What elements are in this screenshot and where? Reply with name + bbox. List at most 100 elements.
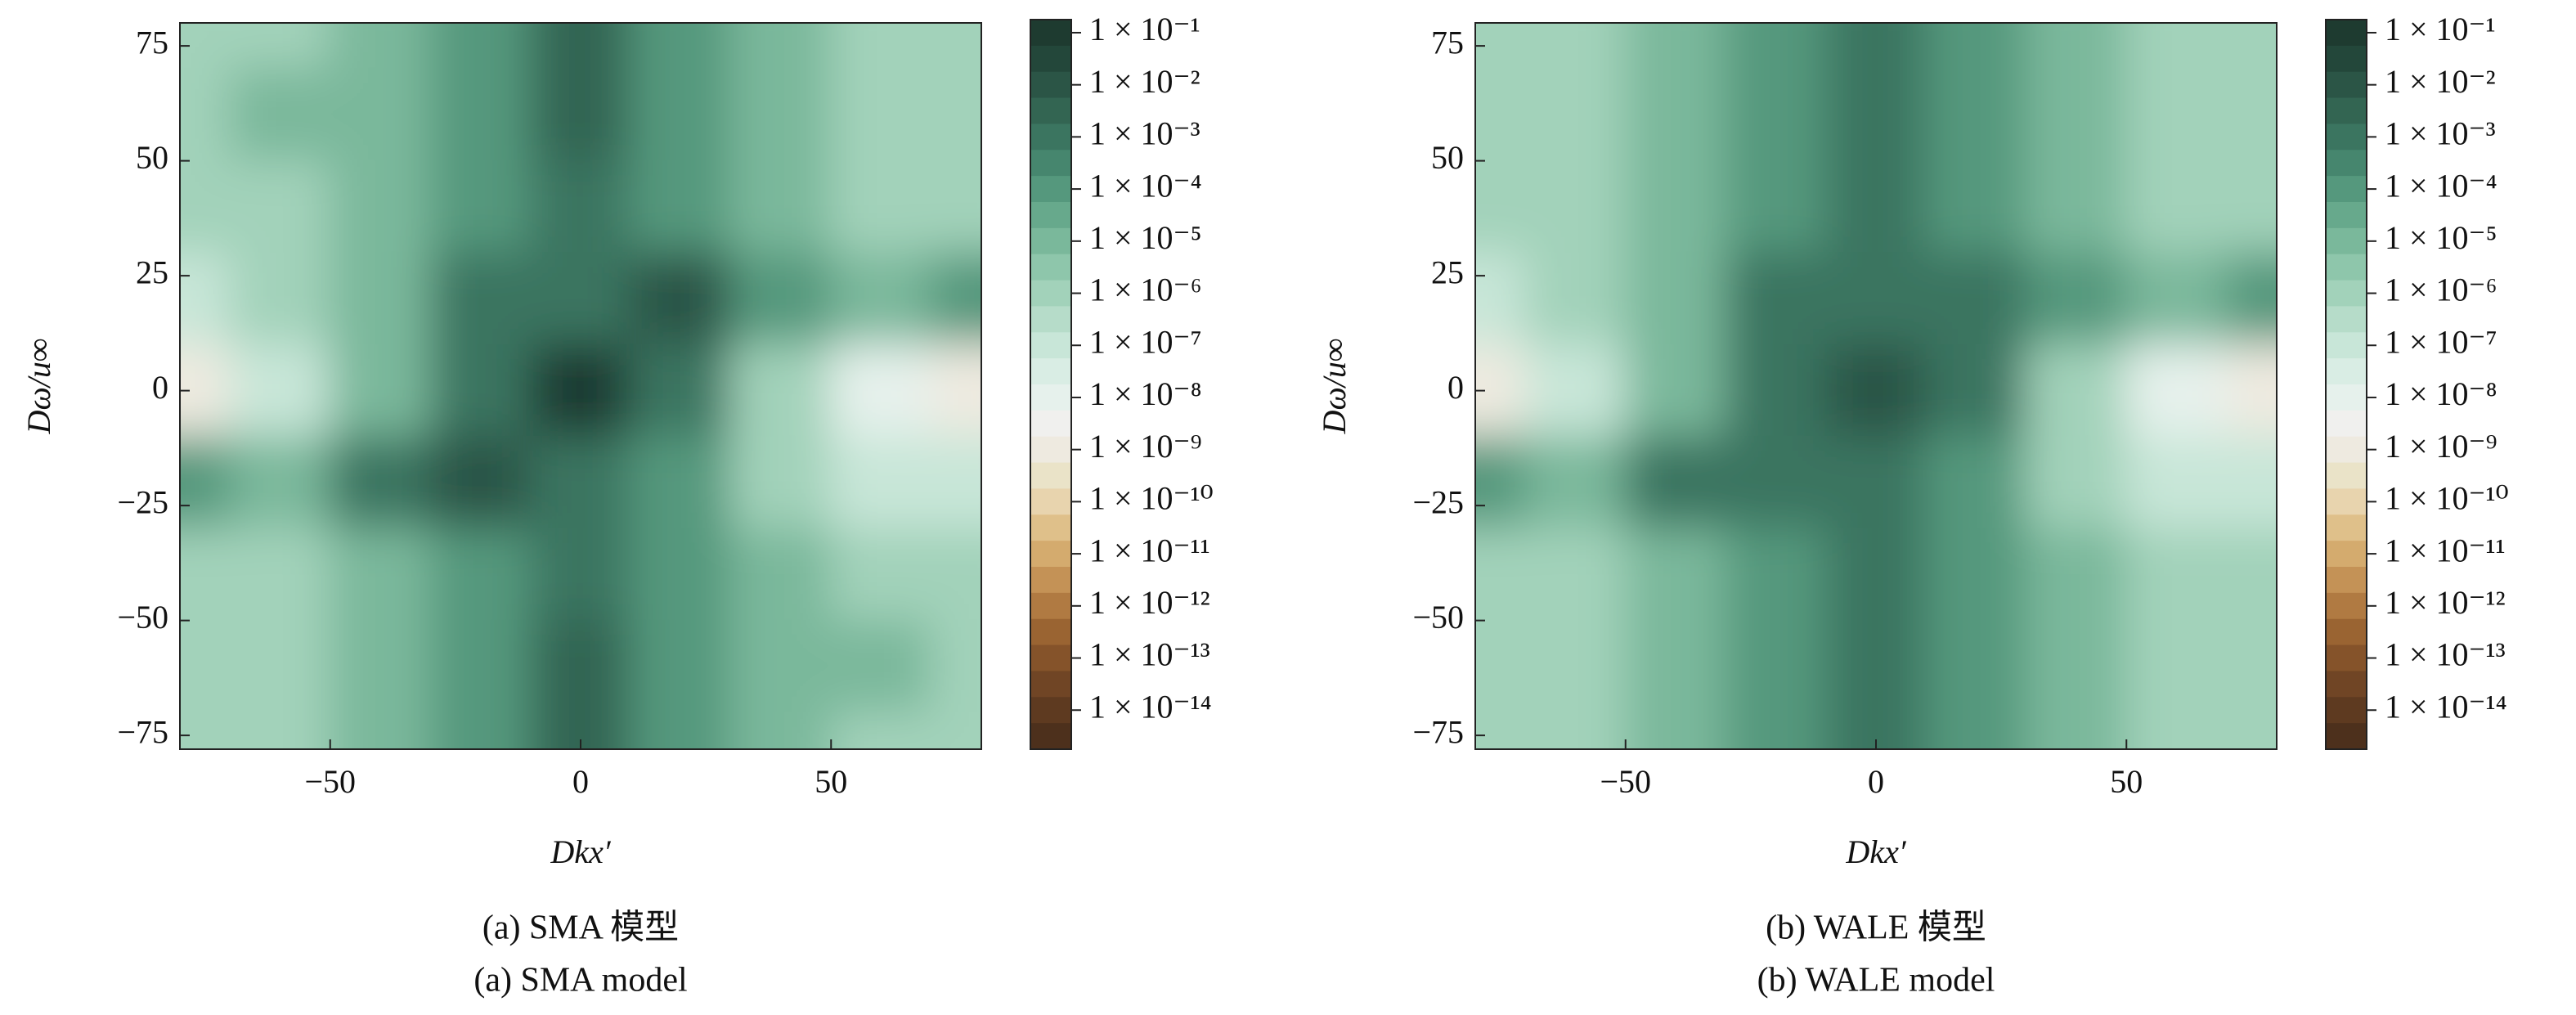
colorbar-band <box>2326 671 2367 698</box>
heat-cell <box>729 619 832 714</box>
y-tick-label: 25 <box>136 254 168 290</box>
colorbar-band <box>2326 723 2367 750</box>
heat-cell <box>429 344 532 438</box>
heat-cell <box>830 344 932 438</box>
heat-cell <box>229 435 331 530</box>
heat-cell <box>529 344 632 438</box>
heat-cell <box>529 252 632 346</box>
heat-cell <box>1475 619 1527 714</box>
colorbar-band <box>2326 384 2367 411</box>
heat-cell <box>2125 528 2228 622</box>
colorbar-band <box>1030 254 1071 281</box>
colorbar-tick-label: 1 × 10⁻³ <box>1089 115 1200 152</box>
heat-cell <box>329 712 432 749</box>
colorbar-band <box>1030 671 1071 698</box>
heat-cell <box>930 68 981 162</box>
colorbar-tick-label: 1 × 10⁻⁴ <box>1089 167 1202 204</box>
heat-cell <box>930 159 981 254</box>
heat-cell <box>2125 344 2228 438</box>
heat-cell <box>930 619 981 714</box>
colorbar-band <box>2326 514 2367 541</box>
plot-area <box>180 23 981 749</box>
x-axis-label: Dkx′ <box>550 833 611 870</box>
colorbar-band <box>2326 436 2367 464</box>
colorbar-band <box>2326 410 2367 438</box>
colorbar-band <box>2326 254 2367 281</box>
y-tick-label: −75 <box>117 713 168 750</box>
heat-cells <box>1475 23 2277 749</box>
heat-cell <box>329 344 432 438</box>
colorbar-band <box>1030 488 1071 515</box>
heat-cell <box>1524 344 1627 438</box>
y-tick-label: 50 <box>136 139 168 176</box>
heat-cell <box>630 68 732 162</box>
colorbar-band <box>2326 488 2367 515</box>
colorbar-band <box>2326 71 2367 99</box>
heat-cell <box>429 712 532 749</box>
heat-cell <box>180 159 231 254</box>
heat-cell <box>180 435 231 530</box>
heat-cell <box>1824 68 1928 162</box>
heat-cell <box>930 252 981 346</box>
colorbar-tick-label: 1 × 10⁻⁸ <box>2385 375 2497 412</box>
heat-cell <box>630 23 732 70</box>
colorbar-tick-label: 1 × 10⁻⁵ <box>1089 219 1202 256</box>
heat-cell <box>630 435 732 530</box>
caption: (a) SMA 模型 <box>482 909 679 947</box>
heat-cell <box>329 435 432 530</box>
colorbar-band <box>2326 202 2367 229</box>
colorbar-band <box>2326 20 2367 47</box>
heat-cell <box>1524 712 1627 749</box>
heat-cell <box>180 528 231 622</box>
heat-cell <box>1624 344 1727 438</box>
heat-cell <box>229 252 331 346</box>
y-tick-label: 75 <box>136 24 168 61</box>
colorbar-tick-label: 1 × 10⁻⁴ <box>2385 167 2497 204</box>
heat-cell <box>2225 435 2277 530</box>
heat-cell <box>830 712 932 749</box>
heat-cell <box>2225 344 2277 438</box>
y-tick-label: 0 <box>1447 369 1464 406</box>
heat-cell <box>1725 528 1827 622</box>
x-tick-label: 50 <box>815 763 847 800</box>
colorbar-band <box>1030 462 1071 490</box>
heat-cell <box>1925 23 2027 70</box>
heat-cell <box>329 252 432 346</box>
heat-cell <box>1624 68 1727 162</box>
colorbar-band <box>2326 150 2367 177</box>
heat-cell <box>1725 435 1827 530</box>
heat-cell <box>1824 528 1928 622</box>
colorbar-tick-label: 1 × 10⁻⁹ <box>1089 428 1202 465</box>
y-tick-label: 0 <box>152 369 168 406</box>
colorbar-band <box>1030 227 1071 255</box>
colorbar-band <box>1030 202 1071 229</box>
colorbar-band <box>1030 514 1071 541</box>
colorbar-tick-label: 1 × 10⁻⁶ <box>1089 272 1202 308</box>
heat-cell <box>1475 252 1527 346</box>
heat-cell <box>429 619 532 714</box>
heat-cell <box>2025 435 2128 530</box>
heat-cell <box>830 23 932 70</box>
heat-cell <box>729 712 832 749</box>
colorbar-tick-label: 1 × 10⁻¹⁴ <box>1089 688 1212 725</box>
heat-cell <box>1524 528 1627 622</box>
colorbar-tick-label: 1 × 10⁻⁹ <box>2385 428 2497 465</box>
heat-cell <box>529 435 632 530</box>
heat-cell <box>1624 252 1727 346</box>
heat-cell <box>1925 68 2027 162</box>
heat-cell <box>630 528 732 622</box>
heat-cell <box>329 159 432 254</box>
heat-cell <box>1624 435 1727 530</box>
heat-cell <box>930 528 981 622</box>
heat-cell <box>1725 344 1827 438</box>
heat-cell <box>229 68 331 162</box>
colorbar-band <box>2326 306 2367 333</box>
heat-cell <box>229 619 331 714</box>
x-tick-label: −50 <box>304 763 356 800</box>
heat-cell <box>1925 619 2027 714</box>
colorbar-band <box>1030 567 1071 594</box>
colorbar-tick-label: 1 × 10⁻¹² <box>1089 584 1210 621</box>
heat-cell <box>729 344 832 438</box>
colorbar-band <box>2326 592 2367 620</box>
plot-area <box>1475 23 2277 749</box>
